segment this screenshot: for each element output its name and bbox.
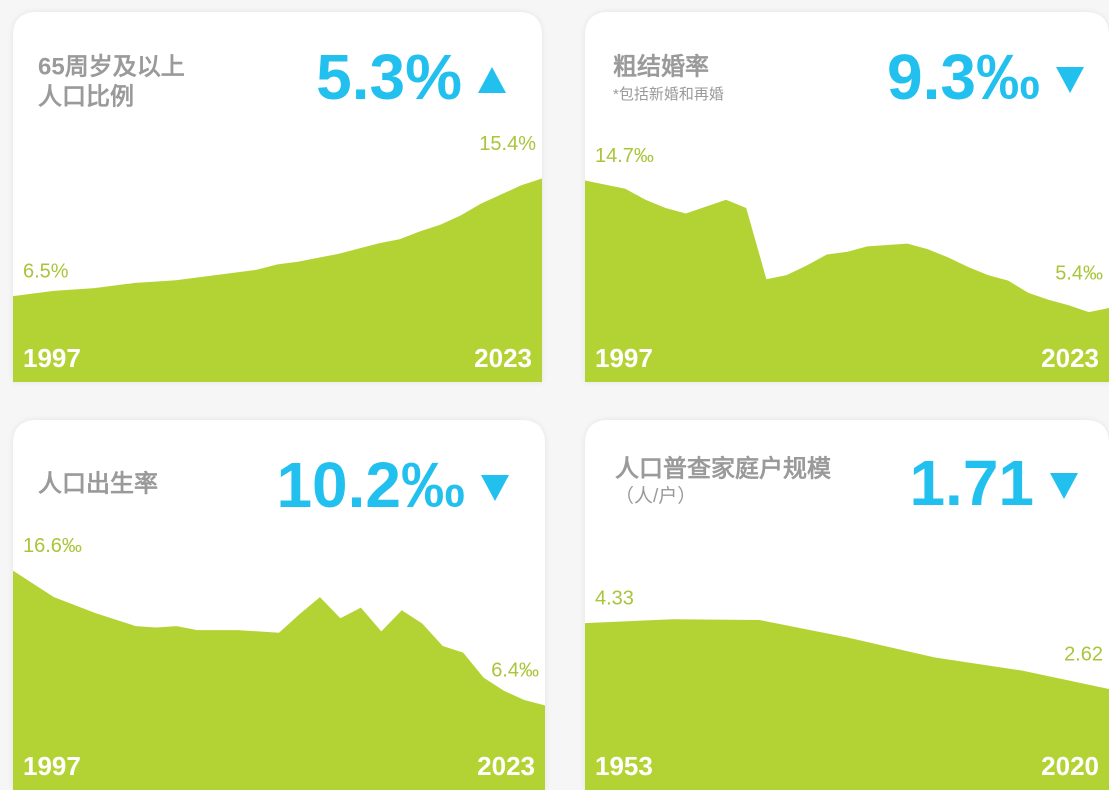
trend-arrow [1050,473,1078,499]
card-title: 人口普查家庭户规模 [615,454,832,482]
card-subtitle: *包括新婚和再婚 [613,86,724,103]
x-tick-label: 2023 [474,343,532,373]
x-tick-label: 1997 [23,343,81,373]
x-tick-label: 2020 [1041,751,1099,781]
value-label: 2.62 [1064,643,1103,665]
card-title: 65周岁及以上 [38,52,185,80]
trend-arrow [478,67,506,93]
value-label: 15.4% [479,133,536,155]
value-label: 4.33 [595,587,634,609]
headline-value: 5.3% [316,41,462,113]
card-title: 人口出生率 [38,469,158,497]
x-tick-label: 2023 [1041,343,1099,373]
x-tick-label: 1997 [23,751,81,781]
area [13,178,542,382]
headline-value: 1.71 [909,447,1034,519]
area [13,570,545,790]
value-label: 16.6‰ [23,535,82,557]
card-title: 粗结婚率 [613,52,709,80]
x-tick-label: 1953 [595,751,653,781]
value-label: 6.5% [23,260,69,282]
value-label: 6.4‰ [491,660,539,682]
card-subtitle: （人/户） [615,485,696,507]
value-label: 5.4‰ [1055,262,1103,284]
x-tick-label: 2023 [477,751,535,781]
area [585,180,1109,382]
trend-arrow [481,475,509,501]
trend-arrow [1056,67,1084,93]
value-label: 14.7‰ [595,145,654,167]
card-title: 人口比例 [38,83,134,110]
x-tick-label: 1997 [595,343,653,373]
headline-value: 9.3‰ [887,41,1040,113]
area [585,619,1109,790]
headline-value: 10.2‰ [276,449,465,521]
